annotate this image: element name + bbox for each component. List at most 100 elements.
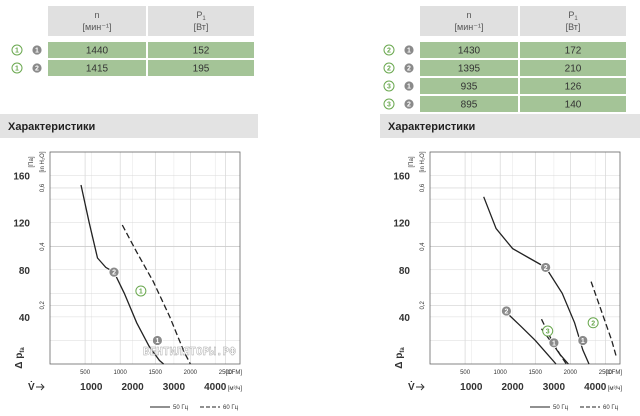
cell-n (48, 60, 146, 76)
row-speed-marker: 1 (403, 44, 415, 56)
right-spec-table: n [мин⁻¹] P1 [Вт] 2 1 1430 172 2 2 1395 210 3 1 93… (383, 6, 626, 112)
y-tick-label: 80 (19, 266, 31, 277)
header-p-label: P1 (568, 10, 578, 22)
row-curve-marker: 1 (11, 44, 23, 56)
marker-circle-grey (548, 337, 560, 349)
marker-circle-green (383, 62, 395, 74)
header-cell-p1 (520, 6, 626, 36)
left-spec-table: n [мин⁻¹] P1 [Вт] 1 1 1440 152 1 2 1415 195 (11, 6, 254, 76)
y-tick-label: 160 (393, 172, 410, 183)
x-tick-label: 2000 (501, 382, 524, 393)
x-tick-label: 3000 (163, 382, 186, 393)
y-tick-label: 160 (13, 172, 30, 183)
row-curve-marker: 3 (383, 98, 395, 110)
chart-left: 40 80 120 160 0,2 0,4 0,6 [Па] [in H₂O] Δ pfa 500 1… (13, 151, 242, 411)
chart-grid (430, 151, 620, 364)
cell-n-value: 1415 (86, 64, 109, 75)
marker-circle-green (383, 44, 395, 56)
marker-label: 1 (552, 340, 556, 347)
curve-marker-1: 2 (501, 305, 512, 317)
marker-label: 2 (387, 48, 391, 55)
marker-label: 2 (591, 320, 595, 327)
curve-marker-2: 2 (587, 317, 599, 329)
x2-tick-label: 500 (460, 370, 471, 376)
marker-circle-grey (501, 305, 512, 317)
y-axis-title: Δ pfa (14, 347, 26, 369)
cell-p1 (520, 60, 626, 76)
cell-n (420, 96, 518, 112)
row-speed-marker: 2 (31, 62, 43, 74)
cell-n (420, 60, 518, 76)
cell-n (420, 42, 518, 58)
marker-label: 1 (35, 48, 39, 55)
marker-circle-green (542, 325, 554, 337)
legend-solid-label: 50 Гц (553, 405, 569, 411)
x-axis-title: V̇ (408, 381, 415, 393)
marker-label: 2 (544, 265, 548, 272)
x2-tick-label: 1000 (493, 370, 507, 376)
y-unit-label: [Па] (29, 156, 35, 167)
header-n-label: n (466, 10, 471, 20)
marker-circle-grey (540, 262, 552, 273)
cell-p1-value: 195 (193, 64, 210, 75)
marker-circle-grey (31, 44, 43, 56)
chart-right: 40 80 120 160 0,2 0,4 0,6 [Па] [in H₂O] Δ pfa 500 1… (393, 151, 622, 411)
series-line-0 (483, 196, 590, 365)
marker-circle-green (135, 285, 147, 297)
curve-marker-0: 2 (108, 266, 120, 278)
marker-circle-green (11, 44, 23, 56)
cell-p1 (148, 42, 254, 58)
x-tick-label: 1000 (80, 382, 103, 393)
marker-label: 1 (155, 338, 159, 345)
marker-label: 2 (35, 66, 39, 73)
y-axis-title-main: Δ p (394, 353, 405, 369)
x2-tick-label: 2500 (599, 370, 613, 376)
series-line-1 (121, 224, 191, 365)
y2-tick-label: 0,2 (420, 300, 426, 309)
y-axis-title: Δ pfa (394, 347, 406, 369)
chart-grid (50, 151, 240, 364)
row-curve-marker: 2 (383, 62, 395, 74)
legend: 50 Гц 60 Гц (530, 405, 619, 411)
section-bar-right (380, 114, 640, 138)
x-tick-label: 3000 (543, 382, 566, 393)
marker-label: 3 (387, 102, 391, 109)
marker-circle-green (587, 317, 599, 329)
legend-dashed-label: 60 Гц (603, 405, 619, 411)
x-tick-label: 2000 (121, 382, 144, 393)
y-unit-label: [Па] (409, 156, 415, 167)
marker-label: 1 (15, 66, 19, 73)
cell-p1-value: 210 (565, 64, 582, 75)
series-line-0 (80, 184, 165, 365)
marker-circle-grey (577, 335, 589, 346)
cell-p1-value: 126 (565, 82, 582, 93)
cell-p1 (520, 42, 626, 58)
x-unit-label: [м³/ч] (608, 386, 623, 392)
y-axis-title-main: Δ p (14, 353, 25, 369)
cell-p1 (520, 96, 626, 112)
x2-tick-label: 500 (80, 370, 91, 376)
y-tick-label: 40 (399, 313, 411, 324)
cell-n-value: 1440 (86, 46, 109, 57)
marker-circle-grey (108, 266, 120, 278)
y-tick-label: 80 (399, 266, 411, 277)
header-cell-n (48, 6, 146, 36)
x-unit-label: [м³/ч] (228, 386, 243, 392)
marker-label: 3 (546, 329, 550, 336)
marker-label: 1 (15, 48, 19, 55)
marker-circle-grey (31, 62, 43, 74)
y-axis-title-sub: fa (20, 347, 26, 353)
row-speed-marker: 1 (31, 44, 43, 56)
curve-marker-2: 1 (151, 335, 163, 346)
x-tick-label: 4000 (584, 382, 607, 393)
cell-p1-value: 172 (565, 46, 582, 57)
marker-circle-green (383, 98, 395, 110)
header-n-unit: [мин⁻¹] (455, 22, 484, 32)
curve-marker-3: 3 (542, 325, 554, 337)
cell-p1-value: 152 (193, 46, 210, 57)
legend-dashed-label: 60 Гц (223, 405, 239, 411)
x2-tick-label: 2500 (219, 370, 233, 376)
marker-label: 2 (387, 66, 391, 73)
row-speed-marker: 2 (403, 62, 415, 74)
